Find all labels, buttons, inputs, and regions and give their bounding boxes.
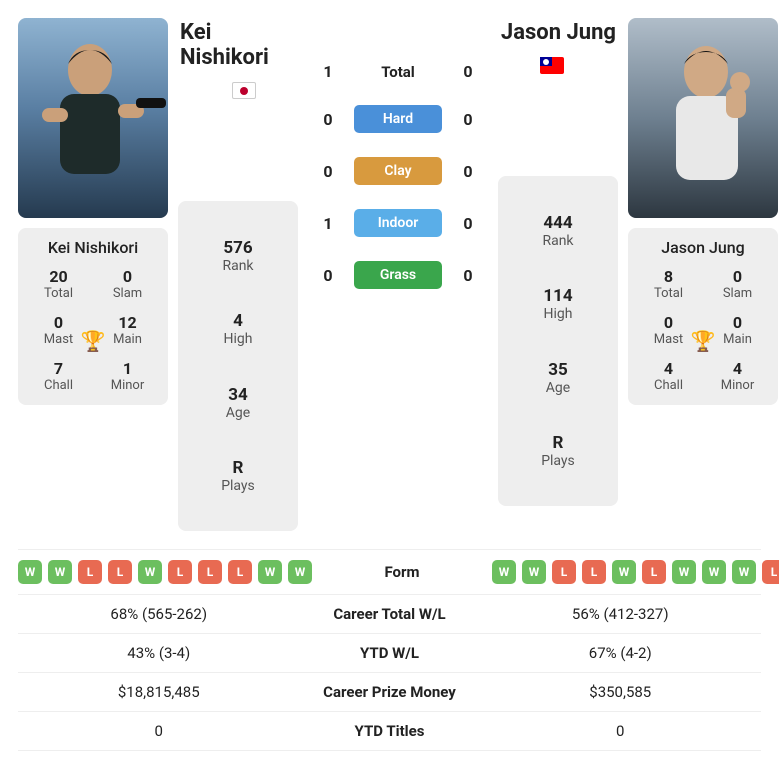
stats-right: 67% (4-2) [480, 644, 762, 662]
h2h-left-value: 0 [308, 266, 348, 285]
h2h-row: 0 Grass 0 [308, 261, 488, 289]
h2h-left-value: 0 [308, 162, 348, 181]
rank-right: 444Rank [542, 213, 573, 249]
plays-right: RPlays [541, 433, 575, 469]
stats-right: 56% (412-327) [480, 605, 762, 623]
h2h-label: Clay [348, 157, 448, 185]
player-name-left: Kei Nishikori [180, 18, 298, 78]
flag-left [232, 82, 256, 99]
h2h-label: Total [348, 62, 448, 81]
form-loss: L [552, 560, 576, 584]
player-name-left-small: Kei Nishikori [48, 238, 138, 257]
form-win: W [732, 560, 756, 584]
h2h-left-value: 0 [308, 110, 348, 129]
stats-row: 43% (3-4)YTD W/L67% (4-2) [18, 634, 761, 673]
flag-right [540, 57, 564, 74]
high-left: 4High [224, 311, 253, 347]
titles-total-left: 20Total [24, 267, 93, 301]
h2h-row: 1 Indoor 0 [308, 209, 488, 237]
form-loss: L [78, 560, 102, 584]
surface-pill: Indoor [354, 209, 442, 237]
h2h-label: Hard [348, 105, 448, 133]
age-right: 35Age [546, 360, 570, 396]
trophy-icon: 🏆 [81, 329, 106, 353]
form-win: W [612, 560, 636, 584]
form-loss: L [168, 560, 192, 584]
stats-label: Career Total W/L [300, 605, 480, 623]
titles-slam-right: 0Slam [703, 267, 772, 301]
h2h-label: Grass [348, 261, 448, 289]
surface-pill: Hard [354, 105, 442, 133]
titles-minor-right: 4Minor [703, 359, 772, 393]
stats-right: WWLLWLWWWL [492, 560, 779, 584]
h2h-row: 0 Hard 0 [308, 105, 488, 133]
titles-chall-left: 7Chall [24, 359, 93, 393]
trophy-icon: 🏆 [691, 329, 716, 353]
form-strip: WWLLWLLLWW [18, 560, 312, 584]
stats-right: $350,585 [480, 683, 762, 701]
form-loss: L [642, 560, 666, 584]
h2h-right-value: 0 [448, 62, 488, 81]
stats-label: Career Prize Money [300, 683, 480, 701]
titles-slam-left: 0Slam [93, 267, 162, 301]
form-win: W [522, 560, 546, 584]
form-win: W [258, 560, 282, 584]
h2h-right-value: 0 [448, 266, 488, 285]
h2h-left-value: 1 [308, 214, 348, 233]
form-win: W [138, 560, 162, 584]
form-win: W [702, 560, 726, 584]
h2h-row: 0 Clay 0 [308, 157, 488, 185]
stats-table: WWLLWLLLWWFormWWLLWLWWWL68% (565-262)Car… [18, 549, 761, 751]
titles-card-right: Jason Jung 8Total 0Slam 0Mast 0Main 4Cha… [628, 228, 778, 405]
ranking-card-right: 444Rank 114High 35Age RPlays [498, 176, 618, 506]
h2h-right-value: 0 [448, 110, 488, 129]
titles-chall-right: 4Chall [634, 359, 703, 393]
stats-left: 68% (565-262) [18, 605, 300, 623]
stats-row: 68% (565-262)Career Total W/L56% (412-32… [18, 595, 761, 634]
stats-row: WWLLWLLLWWFormWWLLWLWWWL [18, 549, 761, 595]
titles-minor-left: 1Minor [93, 359, 162, 393]
surface-pill: Grass [354, 261, 442, 289]
stats-row: $18,815,485Career Prize Money$350,585 [18, 673, 761, 712]
stats-label: YTD W/L [300, 644, 480, 662]
age-left: 34Age [226, 385, 250, 421]
stats-left: 0 [18, 722, 300, 740]
ranking-card-left: 576Rank 4High 34Age RPlays [178, 201, 298, 531]
form-loss: L [108, 560, 132, 584]
surface-pill: Clay [354, 157, 442, 185]
form-win: W [48, 560, 72, 584]
player-photo-left [18, 18, 168, 218]
form-loss: L [228, 560, 252, 584]
h2h-label: Indoor [348, 209, 448, 237]
player-photo-right [628, 18, 778, 218]
stats-left: WWLLWLLLWW [18, 560, 312, 584]
plays-left: RPlays [221, 458, 255, 494]
form-strip: WWLLWLWWWL [492, 560, 779, 584]
titles-total-right: 8Total [634, 267, 703, 301]
stats-left: $18,815,485 [18, 683, 300, 701]
player-name-right-small: Jason Jung [661, 238, 744, 257]
stats-right: 0 [480, 722, 762, 740]
titles-card-left: Kei Nishikori 20Total 0Slam 0Mast 12Main… [18, 228, 168, 405]
player-name-right: Jason Jung [498, 18, 616, 53]
form-win: W [18, 560, 42, 584]
h2h-right-value: 0 [448, 162, 488, 181]
form-loss: L [198, 560, 222, 584]
form-win: W [492, 560, 516, 584]
form-win: W [288, 560, 312, 584]
high-right: 114High [543, 286, 572, 322]
rank-left: 576Rank [222, 238, 253, 274]
stats-label: YTD Titles [300, 722, 480, 740]
h2h-row: 1 Total 0 [308, 62, 488, 81]
form-win: W [672, 560, 696, 584]
stats-label: Form [312, 563, 492, 581]
stats-left: 43% (3-4) [18, 644, 300, 662]
form-loss: L [582, 560, 606, 584]
h2h-left-value: 1 [308, 62, 348, 81]
h2h-right-value: 0 [448, 214, 488, 233]
form-loss: L [762, 560, 779, 584]
h2h-total-label: Total [381, 63, 415, 81]
h2h-panel: 1 Total 0 0 Hard 0 0 Clay 0 1 Indoor 0 0 Grass 0 [308, 18, 488, 531]
stats-row: 0YTD Titles0 [18, 712, 761, 751]
